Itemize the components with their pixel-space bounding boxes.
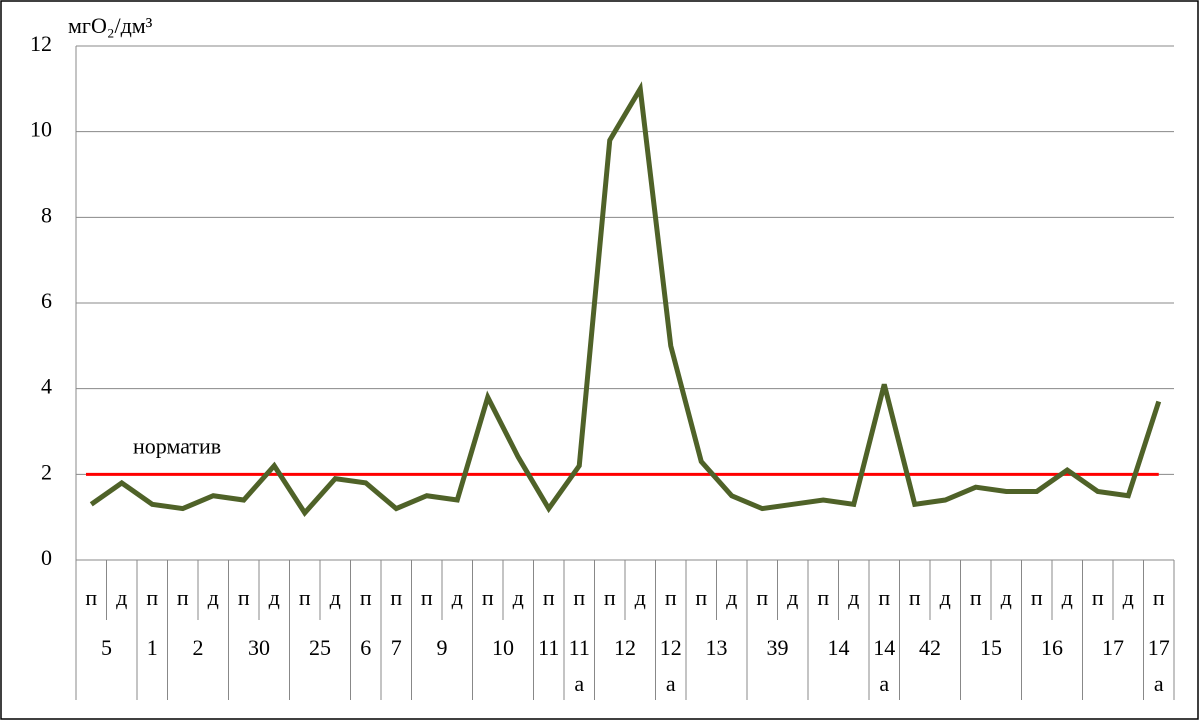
group-label: 1: [146, 635, 158, 660]
sub-category-label: п: [695, 585, 708, 610]
group-label: 11: [538, 635, 560, 660]
sub-category-label: п: [542, 585, 555, 610]
sub-category-label: п: [756, 585, 769, 610]
y-tick-label: 10: [30, 117, 52, 142]
sub-category-label: д: [939, 585, 951, 610]
sub-category-label: п: [603, 585, 616, 610]
group-label: 12: [614, 635, 636, 660]
group-label: 16: [1041, 635, 1063, 660]
sub-category-label: п: [176, 585, 189, 610]
sub-category-label: п: [420, 585, 433, 610]
y-tick-label: 0: [41, 545, 52, 570]
sub-category-label: д: [1000, 585, 1012, 610]
group-label: 30: [248, 635, 270, 660]
y-tick-label: 2: [41, 459, 52, 484]
sub-category-label: д: [634, 585, 646, 610]
group-label: 14а: [873, 635, 896, 696]
sub-category-label: п: [237, 585, 250, 610]
sub-category-label: п: [1091, 585, 1104, 610]
y-axis-label: мгO₂/дм³: [68, 13, 153, 38]
sub-category-label: п: [298, 585, 311, 610]
sub-category-label: д: [787, 585, 799, 610]
sub-category-label: д: [329, 585, 341, 610]
group-label: 17а: [1147, 635, 1170, 696]
norm-label: норматив: [133, 433, 221, 458]
sub-category-label: п: [573, 585, 586, 610]
group-label: 7: [390, 635, 402, 660]
group-label: 25: [309, 635, 331, 660]
group-label: 15: [980, 635, 1002, 660]
group-label: 13: [705, 635, 728, 660]
sub-category-label: д: [268, 585, 280, 610]
y-tick-label: 4: [41, 374, 52, 399]
sub-category-label: п: [85, 585, 98, 610]
group-label: 39: [766, 635, 789, 660]
sub-category-label: д: [451, 585, 463, 610]
group-label: 42: [919, 635, 941, 660]
group-label: 14: [827, 635, 850, 660]
sub-category-label: д: [512, 585, 524, 610]
sub-category-label: п: [481, 585, 494, 610]
group-label: 10: [492, 635, 514, 660]
group-label: 6: [360, 635, 372, 660]
sub-category-label: п: [146, 585, 159, 610]
y-tick-label: 12: [30, 31, 52, 56]
sub-category-label: п: [817, 585, 830, 610]
sub-category-label: д: [1061, 585, 1073, 610]
group-label: 5: [101, 635, 112, 660]
data-line: [89, 81, 1162, 517]
group-label: 9: [436, 635, 448, 660]
sub-category-label: д: [848, 585, 860, 610]
group-label: 2: [192, 635, 204, 660]
sub-category-label: д: [726, 585, 738, 610]
group-label: 11а: [568, 635, 590, 696]
sub-category-label: п: [878, 585, 891, 610]
sub-category-label: п: [390, 585, 403, 610]
y-tick-label: 6: [41, 288, 52, 313]
sub-category-label: п: [969, 585, 982, 610]
sub-category-label: д: [207, 585, 219, 610]
sub-category-label: п: [1030, 585, 1043, 610]
y-tick-label: 8: [41, 202, 52, 227]
sub-category-label: п: [664, 585, 677, 610]
sub-category-label: д: [116, 585, 128, 610]
group-label: 17: [1102, 635, 1124, 660]
sub-category-label: д: [1122, 585, 1134, 610]
group-label: 12а: [659, 635, 682, 696]
sub-category-label: п: [1152, 585, 1165, 610]
sub-category-label: п: [908, 585, 921, 610]
sub-category-label: п: [359, 585, 372, 610]
